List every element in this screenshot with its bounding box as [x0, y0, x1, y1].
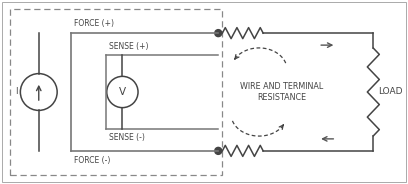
Text: I: I	[15, 88, 18, 96]
Circle shape	[215, 147, 222, 154]
Text: WIRE AND TERMINAL
RESISTANCE: WIRE AND TERMINAL RESISTANCE	[240, 82, 323, 102]
Bar	[10, 9, 222, 175]
Text: LOAD: LOAD	[378, 88, 403, 96]
Text: SENSE (+): SENSE (+)	[109, 42, 149, 51]
Text: V: V	[119, 87, 126, 97]
Text: FORCE (+): FORCE (+)	[74, 19, 114, 28]
Text: SENSE (-): SENSE (-)	[109, 133, 145, 142]
Circle shape	[215, 30, 222, 37]
Text: FORCE (-): FORCE (-)	[74, 156, 111, 165]
